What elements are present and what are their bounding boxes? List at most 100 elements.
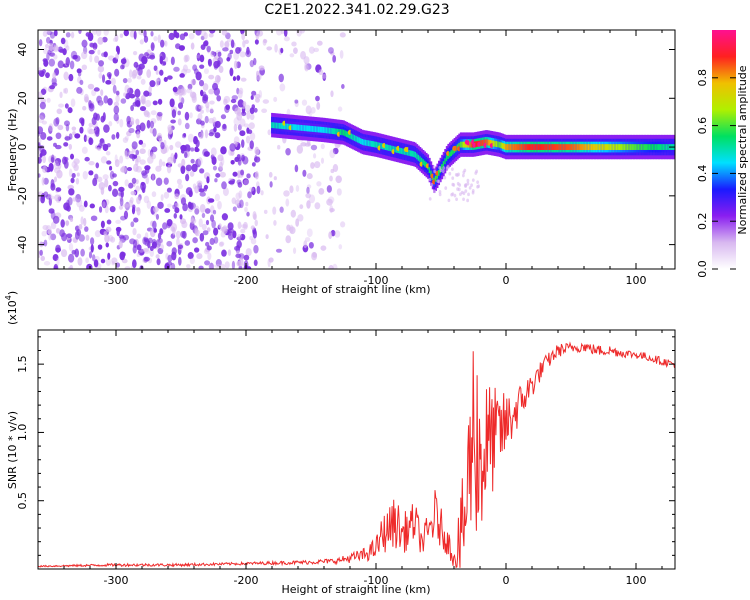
noise-dot <box>170 56 175 66</box>
noise-dot <box>100 258 106 264</box>
noise-dot <box>105 226 112 233</box>
noise-dot <box>60 249 68 258</box>
noise-dot <box>280 30 285 35</box>
noise-dot <box>41 69 46 74</box>
noise-dot <box>88 170 94 176</box>
ridge-cell <box>296 124 299 131</box>
snr-ytick-label: 1.5 <box>16 355 29 373</box>
noise-dot <box>52 253 59 262</box>
noise-dot <box>341 84 345 89</box>
noise-dot <box>219 40 224 48</box>
ridge-cell <box>525 144 528 150</box>
ridge-cell <box>380 142 383 149</box>
noise-dot <box>155 213 160 220</box>
ridge-cell <box>572 144 575 150</box>
ridge-cell <box>462 141 465 148</box>
noise-dot <box>92 254 96 262</box>
ridge-cell <box>640 144 643 150</box>
ridge-cell <box>561 144 564 150</box>
noise-dot <box>175 230 181 239</box>
noise-dot <box>243 221 248 230</box>
noise-dot <box>296 144 304 154</box>
noise-dot <box>311 251 318 261</box>
ridge-cell <box>275 122 278 129</box>
colorbar-ticks: 0.0 0.2 0.4 0.6 0.8 <box>696 69 736 278</box>
ridge-cell <box>489 139 492 146</box>
ridge-cell <box>578 144 581 150</box>
noise-dot <box>232 76 237 82</box>
ridge-cell <box>586 144 589 150</box>
noise-dot <box>332 55 337 63</box>
noise-dot <box>126 166 133 172</box>
noise-dot <box>53 265 58 269</box>
noise-dot <box>112 180 119 187</box>
noise-dot <box>428 177 432 182</box>
ridge-cell <box>389 145 392 152</box>
noise-dot <box>155 254 160 259</box>
noise-dot <box>249 187 255 192</box>
noise-dot <box>293 47 298 54</box>
noise-dot <box>209 108 214 114</box>
noise-dot <box>306 200 311 209</box>
noise-dot <box>299 204 304 210</box>
noise-dot <box>219 171 226 178</box>
noise-dot <box>171 247 177 255</box>
ridge-cell <box>601 144 604 150</box>
noise-dot <box>244 39 249 45</box>
noise-dot <box>113 105 120 115</box>
noise-dot <box>96 95 103 104</box>
ridge-cell <box>592 144 595 150</box>
noise-dot <box>115 53 119 60</box>
noise-dot <box>74 248 80 258</box>
ridge-cell <box>444 158 447 165</box>
noise-dot <box>53 160 60 170</box>
noise-dot <box>254 155 258 163</box>
ridge-cell <box>416 153 419 160</box>
noise-dot <box>228 180 235 185</box>
ridge-cell <box>375 141 378 148</box>
ridge-cell <box>498 141 501 148</box>
noise-dot <box>202 83 209 91</box>
noise-dot <box>462 197 465 202</box>
noise-dot <box>221 123 227 132</box>
noise-dot <box>119 155 124 164</box>
ridge-cell <box>384 144 387 151</box>
noise-dot <box>151 191 157 198</box>
noise-dot <box>230 159 235 165</box>
ridge-cell <box>534 144 537 150</box>
ridge-cell <box>438 169 441 176</box>
noise-dot <box>123 92 127 97</box>
noise-dot <box>70 98 76 108</box>
colorbar: 0.0 0.2 0.4 0.6 0.8 Normalized spectral ampl… <box>696 30 749 278</box>
noise-dot <box>296 30 302 37</box>
noise-dot <box>105 258 112 266</box>
ridge-cell <box>531 144 534 150</box>
noise-dot <box>283 30 288 37</box>
noise-dot <box>273 96 278 103</box>
noise-dot <box>198 105 204 110</box>
ridge-cell <box>423 160 426 167</box>
noise-dot <box>52 44 59 53</box>
noise-dot <box>78 234 85 242</box>
noise-dot <box>114 68 120 77</box>
noise-dot <box>216 95 222 102</box>
noise-dot <box>64 120 70 127</box>
noise-dot <box>130 221 135 228</box>
noise-dot <box>278 73 284 83</box>
ridge-cell <box>450 150 453 157</box>
noise-dot <box>73 163 79 172</box>
noise-dot <box>57 124 64 131</box>
noise-dot <box>50 233 57 241</box>
noise-dot <box>114 34 119 42</box>
noise-dot <box>40 255 45 261</box>
noise-dot <box>203 68 209 75</box>
noise-dot <box>206 176 210 184</box>
noise-dot <box>230 39 235 49</box>
ridge-cell <box>589 144 592 150</box>
noise-dot <box>70 177 75 184</box>
noise-dot <box>124 150 128 157</box>
noise-dot <box>194 146 199 152</box>
noise-dot <box>428 197 432 201</box>
noise-dot <box>120 166 127 173</box>
ridge-cell <box>282 123 285 130</box>
